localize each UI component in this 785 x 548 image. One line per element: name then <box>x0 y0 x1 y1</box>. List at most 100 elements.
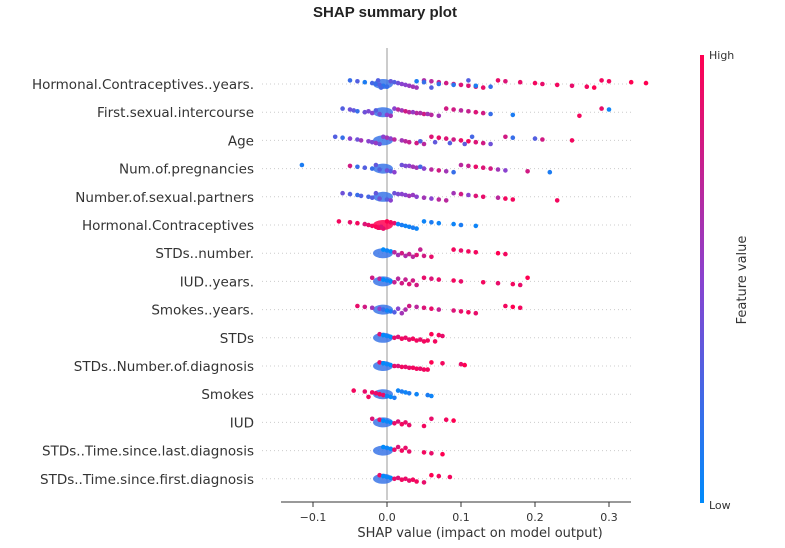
shap-point <box>510 304 516 310</box>
shap-point <box>381 247 386 252</box>
shap-point <box>569 138 575 143</box>
shap-point <box>488 166 493 171</box>
shap-point <box>340 106 345 111</box>
shap-point <box>384 445 390 451</box>
shap-point <box>336 219 342 224</box>
x-axis-ticks: −0.1 0.0 0.1 0.2 0.3 <box>300 502 618 524</box>
shap-point <box>392 169 397 175</box>
shap-point <box>466 192 471 198</box>
shap-point <box>503 196 508 201</box>
shap-point <box>466 163 471 169</box>
shap-point <box>403 364 408 370</box>
shap-point <box>462 362 468 368</box>
shap-point <box>388 420 394 425</box>
shap-point <box>554 198 560 203</box>
shap-point <box>403 192 408 198</box>
shap-point <box>373 108 379 113</box>
shap-point <box>473 223 479 229</box>
shap-point <box>443 169 449 174</box>
shap-point <box>399 280 405 286</box>
shap-point <box>436 81 442 87</box>
shap-point <box>451 107 456 112</box>
shap-point <box>369 80 375 86</box>
shap-point <box>381 332 386 338</box>
shap-point <box>443 80 449 86</box>
shap-point <box>410 109 416 115</box>
shap-point <box>406 163 412 169</box>
shap-point <box>466 78 471 83</box>
shap-point <box>377 196 382 201</box>
shap-point <box>628 79 634 85</box>
shap-point <box>432 139 438 145</box>
shap-point <box>377 417 382 423</box>
shap-point <box>392 310 397 315</box>
shap-point <box>377 472 382 478</box>
shap-point <box>392 335 397 341</box>
shap-point <box>395 80 401 86</box>
shap-point <box>395 276 401 282</box>
shap-point <box>503 134 508 140</box>
shap-point <box>381 418 386 423</box>
shap-point <box>525 169 530 174</box>
shap-point <box>403 420 408 425</box>
shap-point <box>410 254 416 260</box>
shap-point <box>440 451 445 457</box>
shap-point <box>373 81 379 87</box>
shap-point <box>517 79 523 85</box>
shap-point <box>362 109 368 115</box>
shap-point <box>429 331 434 337</box>
shap-point <box>392 476 397 482</box>
shap-point <box>414 282 419 288</box>
shap-point <box>510 112 516 118</box>
shap-point <box>421 219 427 224</box>
shap-point <box>525 275 530 281</box>
shap-point <box>395 334 401 340</box>
shap-point <box>436 277 442 282</box>
shap-point <box>488 111 493 117</box>
shap-point <box>369 195 375 200</box>
shap-point <box>429 79 434 84</box>
shap-point <box>510 197 516 202</box>
shap-point <box>503 168 508 173</box>
shap-point <box>388 169 394 174</box>
shap-point <box>388 198 394 203</box>
shap-point <box>425 367 431 372</box>
shap-point <box>469 134 475 140</box>
shap-point <box>414 391 419 397</box>
feature-label: STDs <box>220 331 254 347</box>
shap-point <box>421 305 427 311</box>
shap-point <box>355 164 360 170</box>
shap-point <box>410 365 416 371</box>
shap-point <box>584 84 590 89</box>
shap-point <box>443 136 449 141</box>
shap-point <box>429 220 434 225</box>
shap-point <box>403 307 408 312</box>
shap-point <box>480 85 486 90</box>
shap-point <box>362 304 368 310</box>
shap-point <box>384 474 390 480</box>
shap-point <box>429 112 434 118</box>
shap-point <box>384 308 390 313</box>
shap-point <box>384 84 390 89</box>
shap-point <box>495 280 501 286</box>
shap-point <box>414 194 419 200</box>
feature-label: Hormonal.Contraceptives <box>82 218 254 234</box>
shap-point <box>369 139 375 145</box>
shap-point <box>414 366 419 372</box>
feature-label: STDs..Time.since.last.diagnosis <box>42 444 254 460</box>
shap-point <box>384 248 390 253</box>
shap-point <box>362 79 368 85</box>
shap-point <box>399 191 405 197</box>
shap-point <box>406 449 412 454</box>
shap-point <box>403 277 408 282</box>
shap-point <box>406 193 412 199</box>
shap-point <box>480 280 486 285</box>
shap-point <box>466 109 471 114</box>
shap-point <box>436 197 442 202</box>
shap-point <box>403 223 408 229</box>
shap-point <box>369 166 375 171</box>
shap-point <box>421 79 427 85</box>
feature-label: Smokes..years. <box>151 303 254 319</box>
shap-point <box>384 278 390 283</box>
